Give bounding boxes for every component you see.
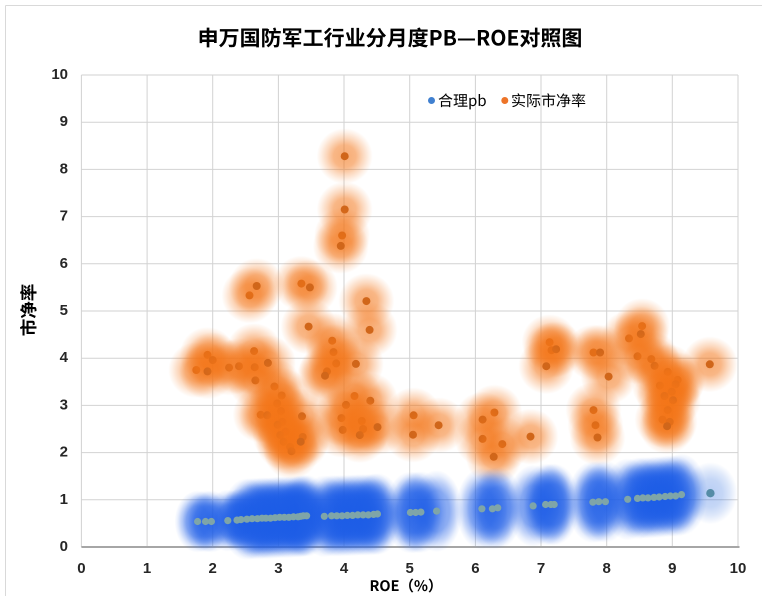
svg-text:8: 8 (603, 560, 611, 577)
svg-text:10: 10 (730, 560, 747, 577)
svg-text:10: 10 (51, 66, 68, 83)
svg-text:8: 8 (60, 160, 68, 177)
svg-text:5: 5 (406, 560, 414, 577)
svg-text:6: 6 (471, 560, 479, 577)
svg-text:4: 4 (340, 560, 349, 577)
svg-text:0: 0 (60, 538, 68, 555)
svg-text:7: 7 (537, 560, 545, 577)
svg-text:4: 4 (60, 349, 69, 366)
svg-text:1: 1 (143, 560, 151, 577)
svg-text:6: 6 (60, 255, 68, 272)
svg-text:9: 9 (60, 113, 68, 130)
svg-text:1: 1 (60, 491, 68, 508)
svg-text:2: 2 (209, 560, 217, 577)
svg-text:3: 3 (274, 560, 282, 577)
svg-text:7: 7 (60, 208, 68, 225)
svg-text:0: 0 (77, 560, 85, 577)
svg-text:2: 2 (60, 444, 68, 461)
svg-text:3: 3 (60, 396, 68, 413)
svg-text:9: 9 (668, 560, 676, 577)
svg-text:5: 5 (60, 302, 68, 319)
